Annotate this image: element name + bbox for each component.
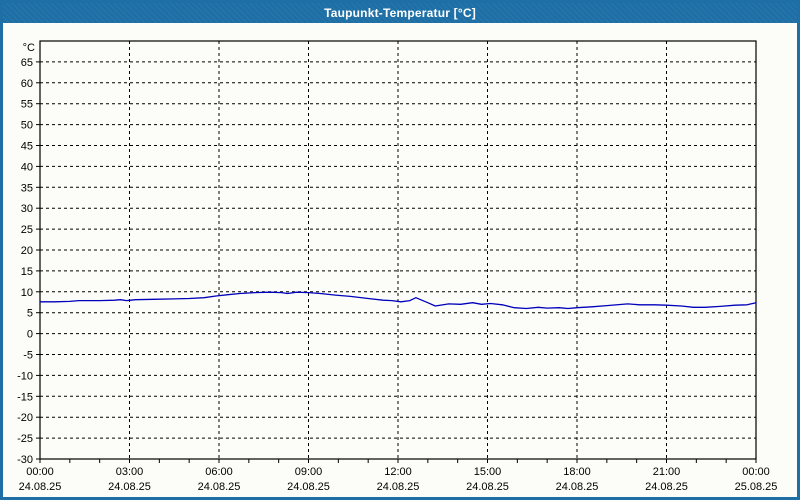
y-tick-label: 5	[27, 308, 33, 320]
plot-frame	[39, 40, 757, 460]
x-tick-time-label: 18:00	[563, 466, 591, 478]
y-axis-unit-label: °C	[23, 42, 35, 54]
x-tick-date-label: 24.08.25	[466, 481, 509, 493]
y-tick-label: -10	[17, 370, 33, 382]
y-tick-label: 40	[21, 161, 33, 173]
y-tick-label: 50	[21, 120, 33, 132]
y-tick-label: 30	[21, 203, 33, 215]
x-tick-time-label: 09:00	[295, 466, 323, 478]
x-tick-time-label: 00:00	[742, 466, 770, 478]
y-tick-label: 60	[21, 78, 33, 90]
series-line-taupunkt-temperatur	[39, 291, 757, 310]
y-tick-label: 25	[21, 224, 33, 236]
y-tick-label: 35	[21, 182, 33, 194]
x-tick-time-label: 03:00	[116, 466, 144, 478]
y-tick-label: -15	[17, 391, 33, 403]
window-titlebar[interactable]: Taupunkt-Temperatur [°C]	[3, 3, 797, 23]
axes	[36, 40, 757, 463]
y-tick-label: 10	[21, 287, 33, 299]
y-tick-label: -5	[23, 350, 33, 362]
y-tick-label: 55	[21, 99, 33, 111]
window-title: Taupunkt-Temperatur [°C]	[324, 6, 476, 20]
axis-labels: -30 -25 -20 -15 -10 -5 0 5 10 15 20 25 30 35 40 45 50 55 6…	[17, 42, 777, 493]
y-tick-label: 65	[21, 57, 33, 69]
x-tick-date-label: 24.08.25	[108, 481, 151, 493]
chart-svg: -30 -25 -20 -15 -10 -5 0 5 10 15 20 25 30 35 40 45 50 55 6…	[17, 40, 777, 493]
x-tick-time-label: 15:00	[474, 466, 502, 478]
y-tick-label: 0	[27, 329, 33, 341]
x-tick-date-label: 24.08.25	[645, 481, 688, 493]
x-tick-time-label: 21:00	[653, 466, 681, 478]
gridlines	[40, 41, 756, 459]
y-tick-label: -20	[17, 412, 33, 424]
x-tick-date-label: 24.08.25	[198, 481, 241, 493]
x-tick-date-label: 24.08.25	[19, 481, 62, 493]
series-lines	[39, 291, 757, 310]
x-tick-date-label: 24.08.25	[377, 481, 420, 493]
y-tick-label: 15	[21, 266, 33, 278]
x-tick-date-label: 24.08.25	[556, 481, 599, 493]
y-tick-label: 20	[21, 245, 33, 257]
x-tick-time-label: 00:00	[26, 466, 54, 478]
x-tick-time-label: 12:00	[384, 466, 412, 478]
y-tick-label: -25	[17, 433, 33, 445]
x-tick-date-label: 24.08.25	[287, 481, 330, 493]
x-tick-date-label: 25.08.25	[735, 481, 778, 493]
y-tick-label: 45	[21, 141, 33, 153]
chart-area: -30 -25 -20 -15 -10 -5 0 5 10 15 20 25 30 35 40 45 50 55 6…	[3, 23, 797, 497]
y-tick-label: -30	[17, 454, 33, 466]
x-tick-time-label: 06:00	[205, 466, 233, 478]
